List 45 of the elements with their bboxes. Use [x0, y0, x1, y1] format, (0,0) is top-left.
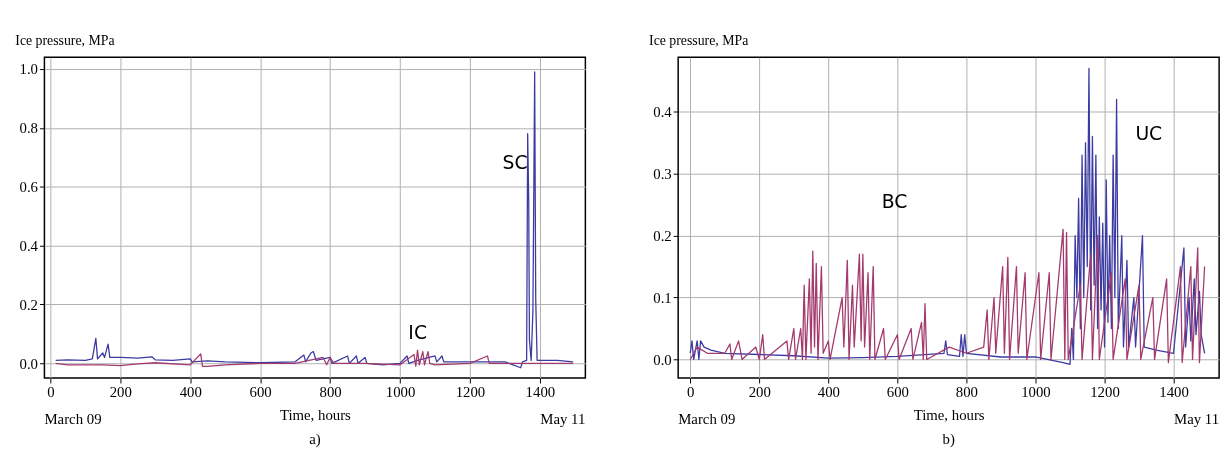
x-axis-title: Time, hours: [279, 407, 352, 423]
line-series: [689, 228, 1206, 364]
x-tick-label: 1000: [385, 384, 416, 401]
y-tick-label: 0.2: [653, 228, 672, 245]
x-tick-label: 400: [179, 384, 202, 401]
text: a): [309, 431, 321, 449]
y-tick-label: 1.0: [19, 61, 38, 78]
annotation: UC: [1135, 123, 1163, 145]
y-tick-label: 0.0: [19, 355, 38, 372]
text: May 11: [540, 411, 586, 428]
x-tick-label: 400: [817, 384, 840, 401]
y-tick-label: 0.3: [653, 166, 672, 183]
text: March 09: [44, 411, 102, 428]
x-tick-label: 1200: [1090, 384, 1120, 401]
y-tick-label: 0.8: [19, 120, 38, 137]
annotation: BC: [881, 190, 908, 212]
x-tick-label: 1200: [455, 384, 486, 401]
line-series: [54, 349, 574, 367]
x-tick-label: 600: [249, 384, 272, 401]
y-tick-label: 0.1: [653, 289, 672, 306]
x-tick-label: 0: [47, 384, 55, 401]
y-tick-label: 0.2: [19, 296, 38, 313]
text: March 09: [678, 411, 736, 428]
x-tick-label: 800: [955, 384, 979, 401]
annotation: SC: [502, 152, 528, 174]
x-tick-label: 1400: [525, 384, 556, 401]
x-tick-label: 800: [319, 384, 342, 401]
y-tick-label: 0.6: [19, 179, 38, 196]
x-axis-title: Time, hours: [913, 407, 985, 423]
text: May 11: [1174, 411, 1220, 428]
y-tick-label: 0.4: [19, 238, 39, 255]
x-tick-label: 200: [109, 384, 132, 401]
y-tick-label: 0.0: [653, 351, 672, 368]
y-tick-label: 0.4: [653, 104, 673, 121]
x-tick-label: 1000: [1021, 384, 1051, 401]
y-axis-title: Ice pressure, MPa: [15, 32, 115, 48]
x-tick-label: 0: [687, 384, 695, 401]
line-series: [54, 71, 574, 369]
text: b): [942, 431, 955, 449]
x-tick-label: 1400: [1159, 384, 1189, 401]
x-tick-label: 200: [748, 384, 771, 401]
line-series: [689, 67, 1206, 366]
annotation: IC: [408, 322, 427, 344]
y-axis-title: Ice pressure, MPa: [649, 32, 749, 48]
x-tick-label: 600: [886, 384, 909, 401]
